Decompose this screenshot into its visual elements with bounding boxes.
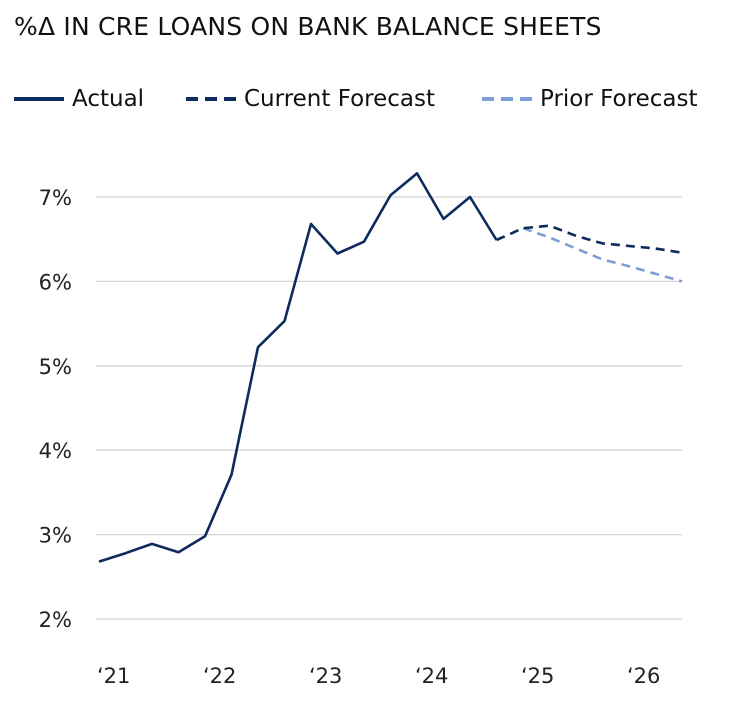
- x-tick-label: ‘25: [521, 664, 554, 688]
- x-tick-label: ‘21: [97, 664, 130, 688]
- x-tick-label: ‘26: [627, 664, 660, 688]
- legend-swatch-prior-forecast: [482, 97, 532, 101]
- series-line-current-forecast: [495, 224, 683, 254]
- legend-item-current-forecast: Current Forecast: [186, 86, 435, 112]
- series-line-actual: [98, 172, 498, 563]
- y-tick-label: 2%: [39, 608, 72, 632]
- series-lines: [98, 172, 683, 563]
- y-tick-label: 5%: [39, 355, 72, 379]
- x-axis-ticks: ‘21 ‘22 ‘23 ‘24 ‘25 ‘26: [97, 664, 660, 688]
- legend-label-prior-forecast: Prior Forecast: [540, 86, 698, 112]
- y-tick-label: 4%: [39, 439, 72, 463]
- chart-legend: Actual Current Forecast Prior Forecast: [14, 86, 724, 116]
- legend-swatch-current-forecast: [186, 97, 236, 101]
- x-tick-label: ‘24: [415, 664, 448, 688]
- y-tick-label: 3%: [39, 524, 72, 548]
- y-axis-ticks: 2% 3% 4% 5% 6% 7%: [39, 186, 72, 632]
- y-tick-label: 6%: [39, 270, 72, 294]
- x-tick-label: ‘23: [309, 664, 342, 688]
- y-tick-label: 7%: [39, 186, 72, 210]
- gridlines: [96, 196, 682, 620]
- legend-label-current-forecast: Current Forecast: [244, 86, 436, 112]
- legend-swatch-actual: [14, 97, 64, 101]
- series-line-prior-forecast: [522, 226, 683, 283]
- legend-label-actual: Actual: [72, 86, 145, 112]
- chart-title: %Δ IN CRE LOANS ON BANK BALANCE SHEETS: [14, 12, 602, 41]
- legend-item-actual: Actual: [14, 86, 144, 112]
- legend-item-prior-forecast: Prior Forecast: [482, 86, 697, 112]
- x-tick-label: ‘22: [203, 664, 236, 688]
